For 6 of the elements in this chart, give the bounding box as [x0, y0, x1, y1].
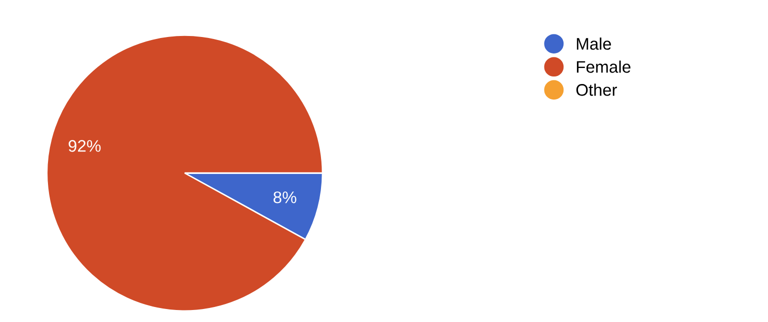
data-label: 8% — [274, 191, 296, 204]
legend-label: Male — [576, 38, 611, 50]
legend-label: Other — [576, 84, 617, 96]
pie-slice — [46, 34, 324, 312]
data-label: 92% — [68, 140, 101, 152]
legend-label: Female — [576, 60, 630, 73]
